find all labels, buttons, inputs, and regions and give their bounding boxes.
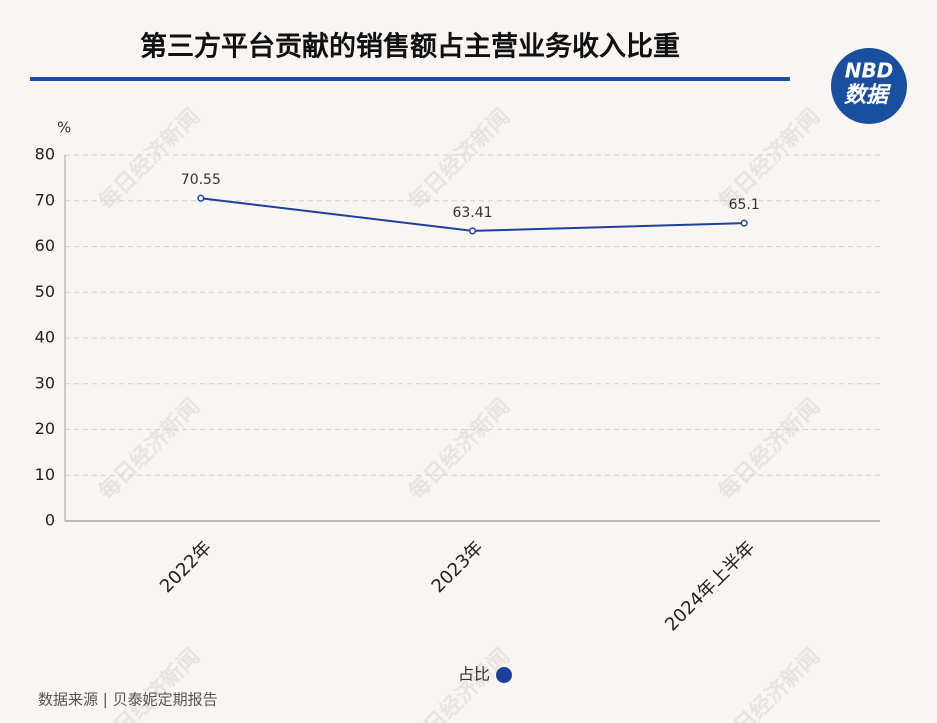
legend-label: 占比 xyxy=(458,665,490,684)
y-unit: % xyxy=(57,119,71,137)
logo xyxy=(831,48,907,124)
y-tick-label: 20 xyxy=(35,419,55,438)
point xyxy=(197,194,205,202)
data-label: 65.1 xyxy=(729,197,760,213)
title-underline xyxy=(30,77,790,81)
y-tick-label: 60 xyxy=(35,236,55,255)
point xyxy=(740,219,748,227)
legend-marker xyxy=(496,667,512,683)
y-tick-label: 80 xyxy=(35,145,55,164)
data-label: 70.55 xyxy=(181,172,221,188)
logo-text: NBD xyxy=(845,59,894,83)
y-tick-label: 10 xyxy=(35,465,55,484)
y-tick-label: 30 xyxy=(35,373,55,392)
logo-subtext: 数据 xyxy=(844,83,892,108)
y-tick-label: 0 xyxy=(45,511,55,530)
chart-title: 第三方平台贡献的销售额占主营业务收入比重 xyxy=(140,31,680,63)
y-tick-label: 40 xyxy=(35,328,55,347)
point xyxy=(468,227,477,235)
data-label: 63.41 xyxy=(452,205,492,221)
y-tick-label: 50 xyxy=(35,282,55,301)
source: 数据来源 | 贝泰妮定期报告 xyxy=(38,691,218,709)
y-tick-label: 70 xyxy=(35,190,55,209)
